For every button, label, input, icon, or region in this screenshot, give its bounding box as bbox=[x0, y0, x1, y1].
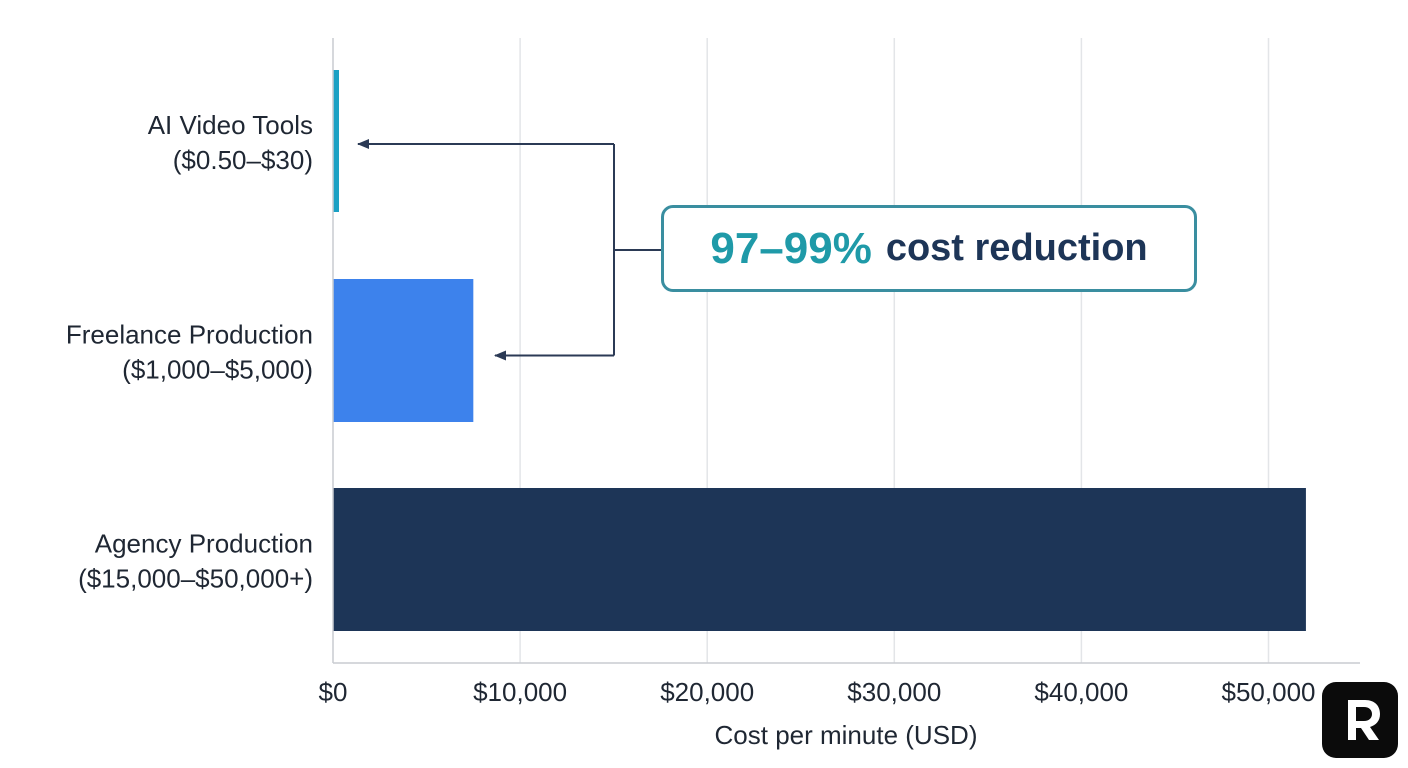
category-label-2: Agency Production ($15,000–$50,000+) bbox=[78, 529, 313, 594]
r-logo-icon bbox=[1348, 700, 1380, 740]
bars bbox=[333, 70, 1306, 631]
x-tick-label-4: $40,000 bbox=[1034, 677, 1128, 707]
bar-2 bbox=[333, 488, 1306, 631]
annotation-connectors bbox=[357, 139, 661, 361]
x-tick-label-0: $0 bbox=[319, 677, 348, 707]
bar-0 bbox=[333, 70, 339, 212]
cost-reduction-callout: 97–99% cost reduction bbox=[661, 205, 1197, 292]
brand-logo bbox=[1322, 682, 1398, 758]
category-labels: AI Video Tools ($0.50–$30) Freelance Produ… bbox=[66, 110, 313, 594]
x-tick-label-5: $50,000 bbox=[1222, 677, 1316, 707]
category-label-0: AI Video Tools ($0.50–$30) bbox=[148, 110, 313, 175]
x-axis-title: Cost per minute (USD) bbox=[715, 720, 978, 750]
category-label-1: Freelance Production ($1,000–$5,000) bbox=[66, 320, 313, 385]
axes bbox=[332, 38, 1360, 664]
x-tick-label-2: $20,000 bbox=[660, 677, 754, 707]
x-tick-labels: $0 $10,000 $20,000 $30,000 $40,000 $50,000 bbox=[319, 677, 1316, 707]
callout-text: cost reduction bbox=[885, 227, 1148, 269]
x-tick-label-1: $10,000 bbox=[473, 677, 567, 707]
x-tick-label-3: $30,000 bbox=[847, 677, 941, 707]
bar-1 bbox=[333, 279, 474, 422]
callout-highlight: 97–99% bbox=[710, 223, 872, 273]
